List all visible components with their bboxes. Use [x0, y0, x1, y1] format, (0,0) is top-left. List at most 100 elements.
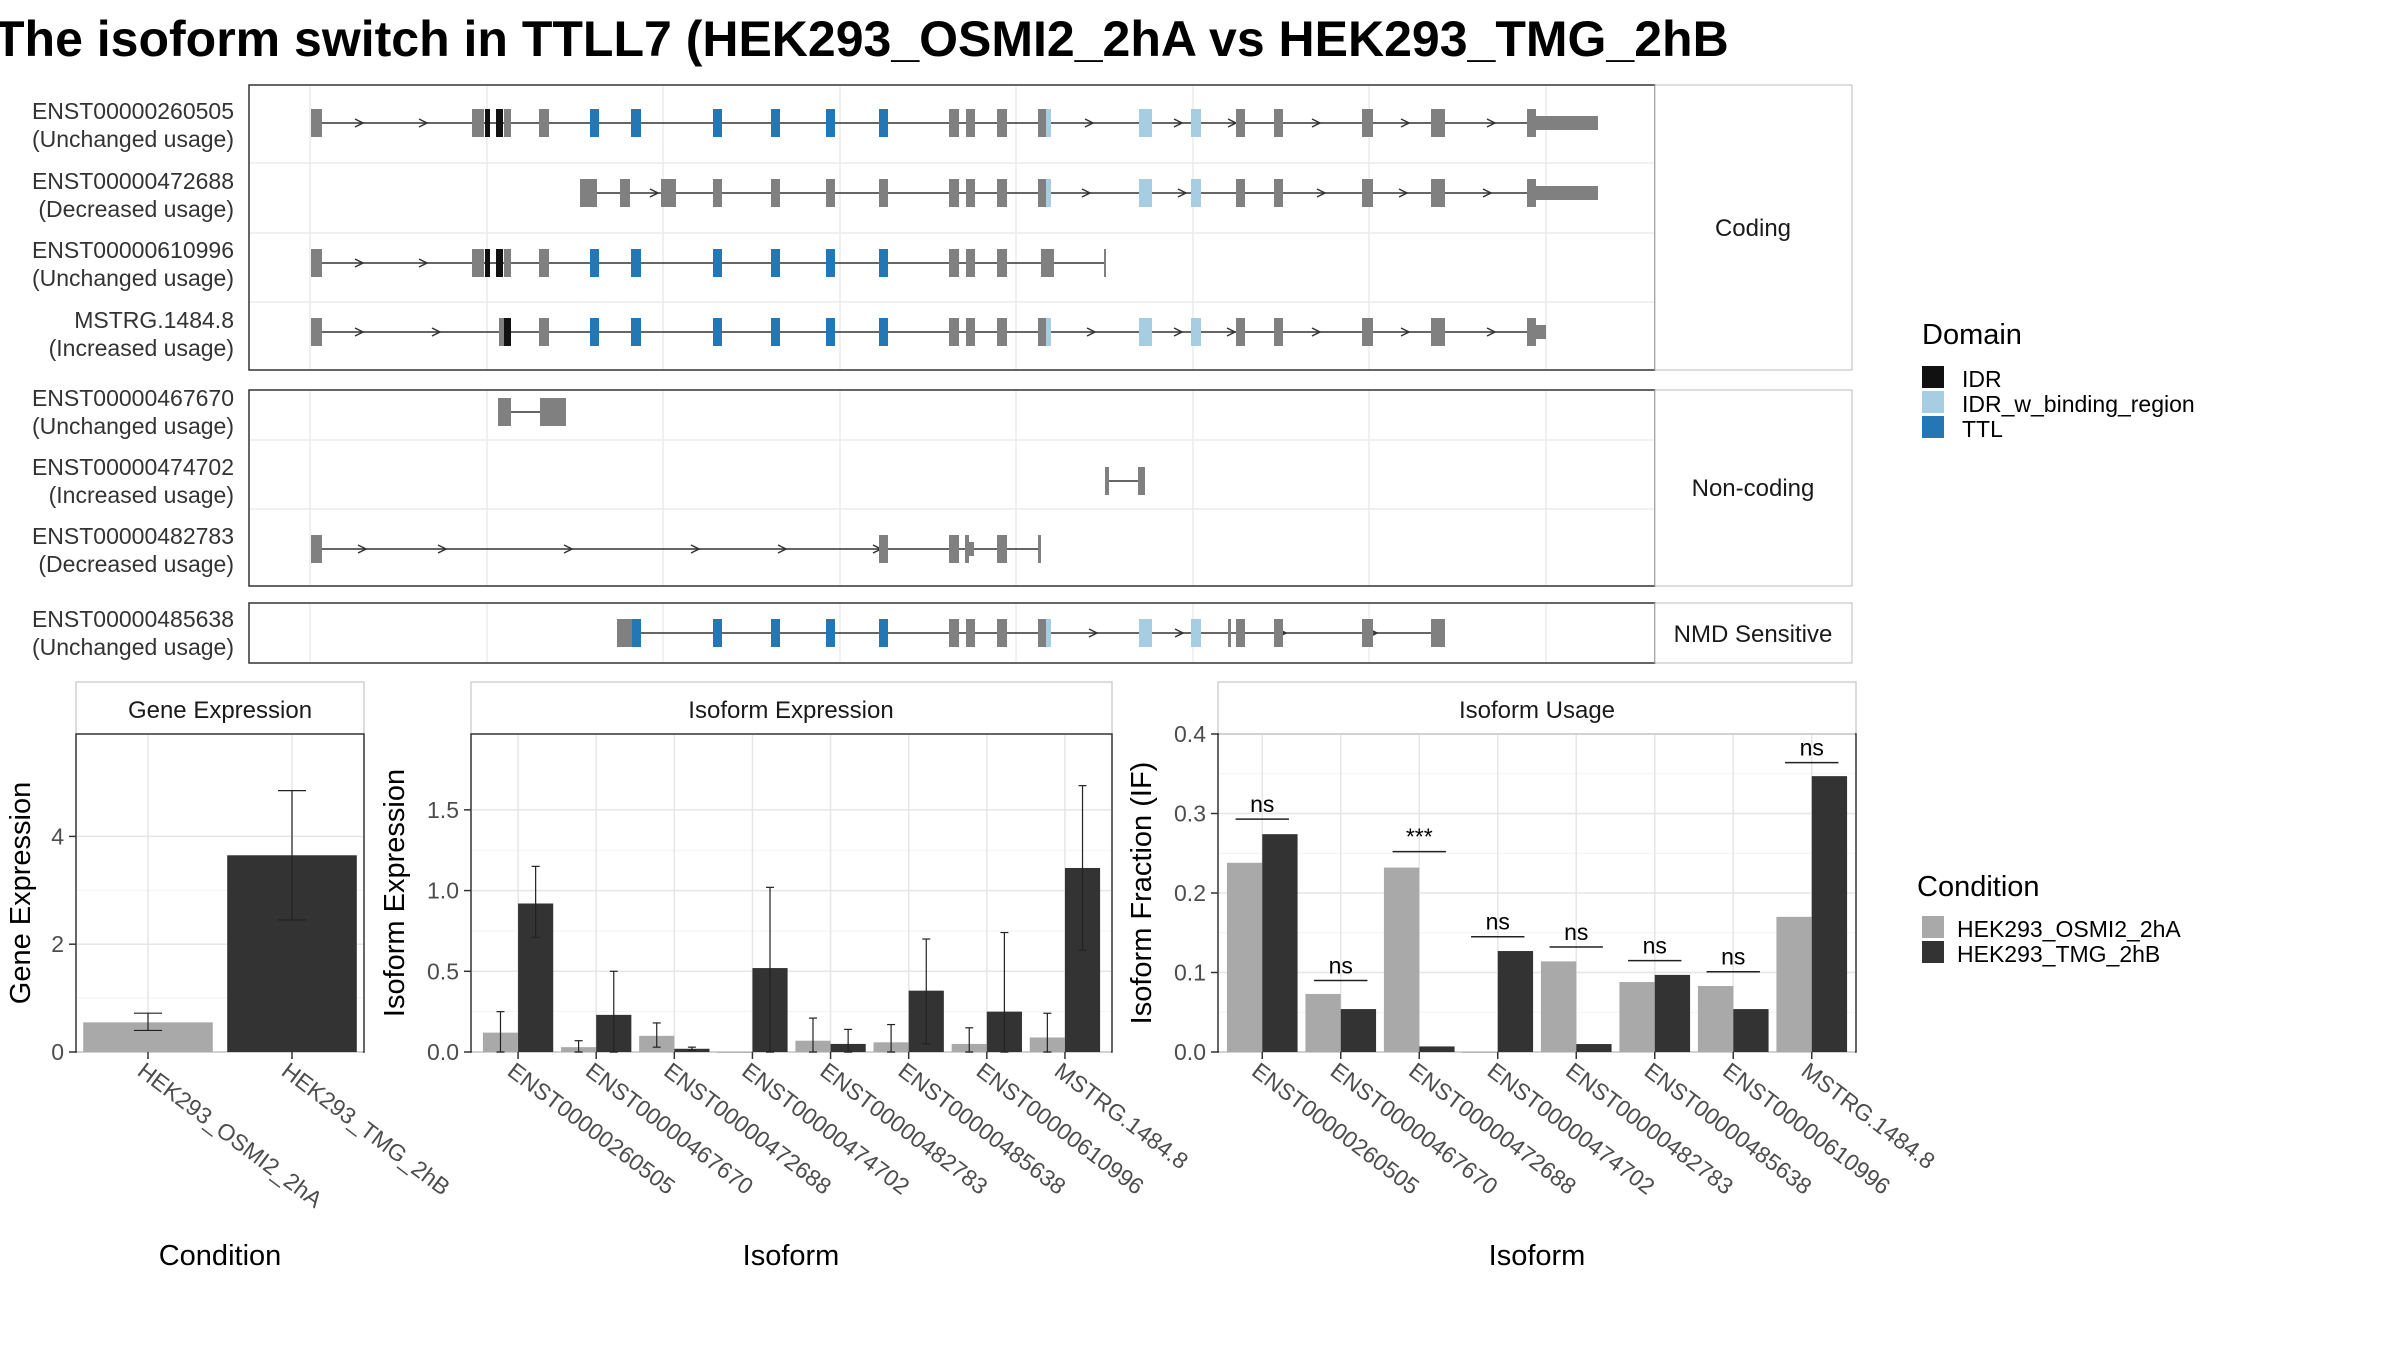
exon	[1228, 619, 1231, 647]
isoform-expression-panel: Isoform Expression 0.0 0.5 1.0 1.5 ENST0000…	[379, 681, 1193, 1272]
exon	[631, 318, 641, 346]
exon	[1274, 179, 1283, 207]
exon	[879, 318, 888, 346]
exon	[1139, 619, 1152, 647]
exon	[539, 249, 549, 277]
legend-key-idr-binding	[1922, 391, 1944, 413]
significance-label: ns	[1800, 735, 1824, 761]
exon	[997, 535, 1007, 563]
exon	[966, 619, 975, 647]
bar	[1419, 1046, 1455, 1052]
exon	[1527, 109, 1536, 137]
exon	[966, 249, 975, 277]
exon	[1191, 318, 1201, 346]
bar	[1540, 961, 1577, 1052]
domain-legend: Domain IDR IDR_w_binding_region TTL	[1922, 319, 2195, 442]
exon	[1139, 179, 1152, 207]
exon	[949, 535, 959, 563]
exon	[617, 619, 632, 647]
exon	[472, 249, 484, 277]
exon	[966, 109, 975, 137]
exon	[1038, 619, 1046, 647]
exon	[311, 318, 322, 346]
intron-arrow	[437, 544, 448, 554]
exon	[997, 179, 1007, 207]
intron-arrow	[1177, 188, 1188, 198]
intron-arrow	[1174, 628, 1185, 638]
bar	[1497, 951, 1534, 1052]
exon	[580, 179, 597, 207]
legend-key-idr	[1922, 366, 1944, 388]
transcript-tracks	[311, 109, 1598, 647]
exon	[1138, 467, 1145, 495]
intron-arrow	[1400, 327, 1411, 337]
bar	[1697, 986, 1734, 1052]
isoform-expression-x-ticks: ENST00000260505ENST00000467670ENST000004…	[503, 1052, 1193, 1200]
gene-expression-strip	[75, 681, 365, 735]
intron-arrow	[1173, 118, 1184, 128]
intron-arrow	[1486, 327, 1497, 337]
exon	[771, 109, 780, 137]
gene-expression-marks	[83, 789, 357, 1052]
gene-expression-y-label: Gene Expression	[5, 782, 37, 1004]
exon	[499, 318, 504, 346]
y-tick-label: 0.0	[427, 1039, 459, 1065]
row-label-id: ENST00000610996	[32, 237, 234, 263]
y-tick-label: 0	[51, 1039, 64, 1065]
exon	[997, 109, 1007, 137]
exon	[1536, 186, 1598, 200]
bar	[1576, 1044, 1612, 1052]
isoform-usage-strip	[1217, 681, 1857, 735]
exon	[590, 109, 599, 137]
exon	[879, 535, 888, 563]
exon	[1046, 179, 1051, 207]
row-label-id: ENST00000472688	[32, 168, 234, 194]
x-tick-label: MSTRG.1484.8	[1050, 1057, 1193, 1174]
intron-arrow	[431, 327, 442, 337]
row-label-id: ENST00000485638	[32, 606, 234, 632]
exon	[879, 619, 888, 647]
y-tick-label: 0.4	[1174, 721, 1206, 747]
exon	[1236, 179, 1245, 207]
exon	[771, 179, 780, 207]
row-label-usage: (Decreased usage)	[38, 196, 234, 222]
isoform-usage-y-label: Isoform Fraction (IF)	[1126, 762, 1158, 1025]
exon	[539, 109, 549, 137]
coding-strip	[1654, 84, 1853, 371]
isoform-usage-y-ticks: 0.0 0.1 0.2 0.3 0.4	[1174, 721, 1218, 1065]
exon	[997, 619, 1007, 647]
row-label-usage: (Unchanged usage)	[32, 413, 234, 439]
exon	[1139, 318, 1152, 346]
exon	[771, 318, 780, 346]
exon	[1046, 318, 1051, 346]
exon	[1362, 318, 1373, 346]
exon	[1431, 109, 1445, 137]
exon	[969, 542, 974, 556]
structure-gridlines	[250, 86, 1654, 662]
legend-label-ttl: TTL	[1962, 416, 2003, 442]
exon	[311, 109, 322, 137]
exon	[713, 249, 722, 277]
bar	[1619, 982, 1655, 1052]
intron-arrow	[1482, 188, 1493, 198]
exon	[1105, 467, 1109, 495]
bar	[1776, 916, 1812, 1052]
structure-panels: Coding Non-coding NMD Sensitive ENST0000…	[32, 84, 1853, 664]
exon	[713, 109, 722, 137]
isoform-usage-x-label: Isoform	[1489, 1240, 1586, 1272]
row-label-id: MSTRG.1484.8	[74, 307, 234, 333]
exon	[997, 318, 1007, 346]
exon	[949, 249, 959, 277]
bar	[1733, 1009, 1769, 1052]
isoform-usage-x-ticks: ENST00000260505ENST00000467670ENST000004…	[1247, 1052, 1940, 1200]
y-tick-label: 0.5	[427, 958, 459, 984]
noncoding-strip	[1654, 389, 1853, 587]
legend-label-idr: IDR	[1962, 366, 2002, 392]
isoform-expression-plot-area	[470, 733, 1113, 1053]
exon	[1191, 619, 1201, 647]
exon	[1431, 619, 1445, 647]
y-tick-label: 0.3	[1174, 801, 1206, 827]
y-tick-label: 2	[51, 931, 64, 957]
intron-arrow	[690, 544, 701, 554]
